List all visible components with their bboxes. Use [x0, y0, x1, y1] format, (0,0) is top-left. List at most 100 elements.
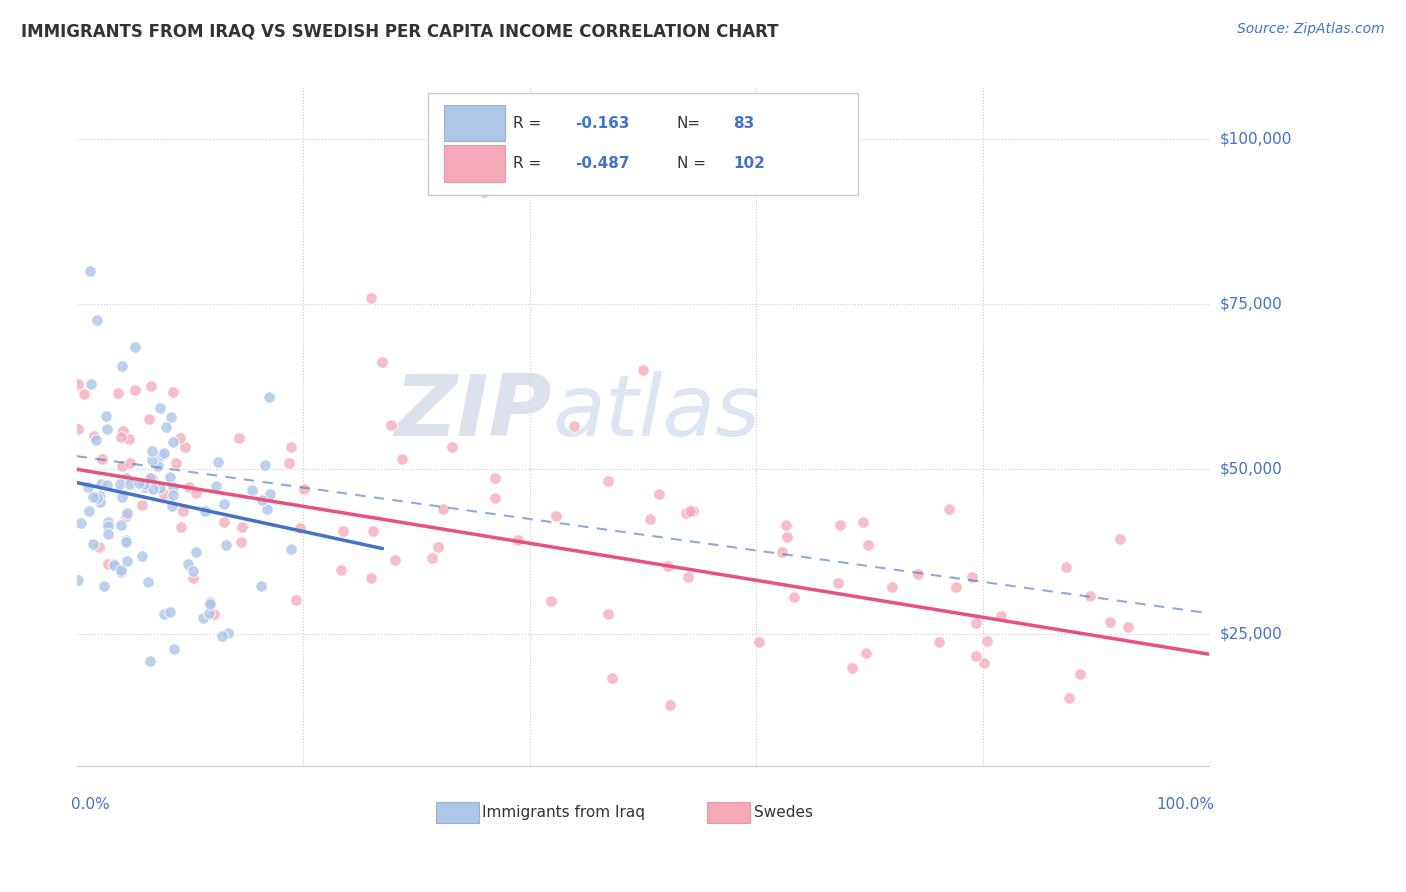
Point	[426, 540, 449, 554]
Point	[1098, 615, 1121, 629]
Point	[990, 609, 1012, 624]
Point	[76, 480, 98, 494]
Point	[82, 537, 104, 551]
Point	[855, 646, 877, 660]
Point	[97, 515, 120, 529]
Point	[124, 340, 146, 354]
Point	[1118, 620, 1140, 634]
Point	[564, 418, 586, 433]
Point	[141, 443, 163, 458]
FancyBboxPatch shape	[436, 802, 478, 823]
Point	[332, 524, 354, 538]
Point	[115, 554, 138, 568]
FancyBboxPatch shape	[707, 802, 751, 823]
Point	[659, 698, 682, 713]
Text: R =: R =	[513, 116, 546, 130]
Point	[79, 264, 101, 278]
Point	[110, 430, 132, 444]
Point	[162, 479, 184, 493]
Point	[153, 607, 176, 621]
Text: IMMIGRANTS FROM IRAQ VS SWEDISH PER CAPITA INCOME CORRELATION CHART: IMMIGRANTS FROM IRAQ VS SWEDISH PER CAPI…	[21, 22, 779, 40]
Point	[973, 656, 995, 670]
Point	[852, 515, 875, 529]
FancyBboxPatch shape	[443, 145, 505, 182]
Point	[360, 291, 382, 305]
Point	[148, 459, 170, 474]
Point	[162, 384, 184, 399]
Point	[108, 477, 131, 491]
Point	[370, 355, 392, 369]
Point	[198, 597, 221, 611]
Point	[775, 517, 797, 532]
Point	[250, 492, 273, 507]
Point	[675, 506, 697, 520]
Point	[380, 417, 402, 432]
Point	[432, 501, 454, 516]
Point	[186, 486, 208, 500]
Point	[172, 504, 194, 518]
Point	[165, 456, 187, 470]
Point	[93, 579, 115, 593]
Text: -0.163: -0.163	[575, 116, 630, 130]
Point	[945, 581, 967, 595]
Point	[215, 538, 238, 552]
Point	[96, 422, 118, 436]
Point	[830, 518, 852, 533]
Point	[86, 491, 108, 505]
Point	[776, 530, 799, 544]
Point	[155, 420, 177, 434]
Point	[179, 480, 201, 494]
Point	[89, 495, 111, 509]
Point	[1014, 802, 1036, 816]
Point	[67, 573, 90, 587]
Point	[278, 457, 301, 471]
Point	[139, 654, 162, 668]
Point	[257, 390, 280, 404]
Point	[131, 549, 153, 563]
Point	[280, 542, 302, 557]
Point	[288, 521, 311, 535]
Text: Swedes: Swedes	[754, 805, 813, 821]
Point	[827, 575, 849, 590]
Point	[111, 359, 134, 373]
Point	[280, 440, 302, 454]
Text: $50,000: $50,000	[1220, 462, 1282, 477]
Point	[77, 504, 100, 518]
Point	[124, 383, 146, 397]
Point	[96, 477, 118, 491]
Point	[960, 570, 983, 584]
Point	[598, 475, 620, 489]
Point	[149, 481, 172, 495]
Point	[131, 498, 153, 512]
Point	[841, 661, 863, 675]
Text: $100,000: $100,000	[1220, 132, 1292, 146]
Point	[117, 432, 139, 446]
Point	[115, 533, 138, 547]
Point	[472, 185, 495, 199]
Point	[132, 476, 155, 491]
Point	[160, 499, 183, 513]
Point	[748, 634, 770, 648]
Text: 0.0%: 0.0%	[72, 797, 110, 812]
Point	[94, 409, 117, 423]
Point	[138, 411, 160, 425]
Point	[231, 520, 253, 534]
FancyBboxPatch shape	[443, 104, 505, 142]
Point	[90, 452, 112, 467]
Point	[783, 590, 806, 604]
Point	[240, 483, 263, 497]
Point	[207, 455, 229, 469]
Text: R =: R =	[513, 156, 546, 170]
Point	[83, 428, 105, 442]
Point	[217, 626, 239, 640]
Point	[163, 641, 186, 656]
Text: N =: N =	[676, 156, 706, 170]
Point	[256, 502, 278, 516]
Point	[86, 312, 108, 326]
Point	[82, 491, 104, 505]
Point	[202, 607, 225, 621]
Point	[97, 519, 120, 533]
Point	[928, 634, 950, 648]
Point	[770, 545, 793, 559]
Point	[128, 476, 150, 491]
